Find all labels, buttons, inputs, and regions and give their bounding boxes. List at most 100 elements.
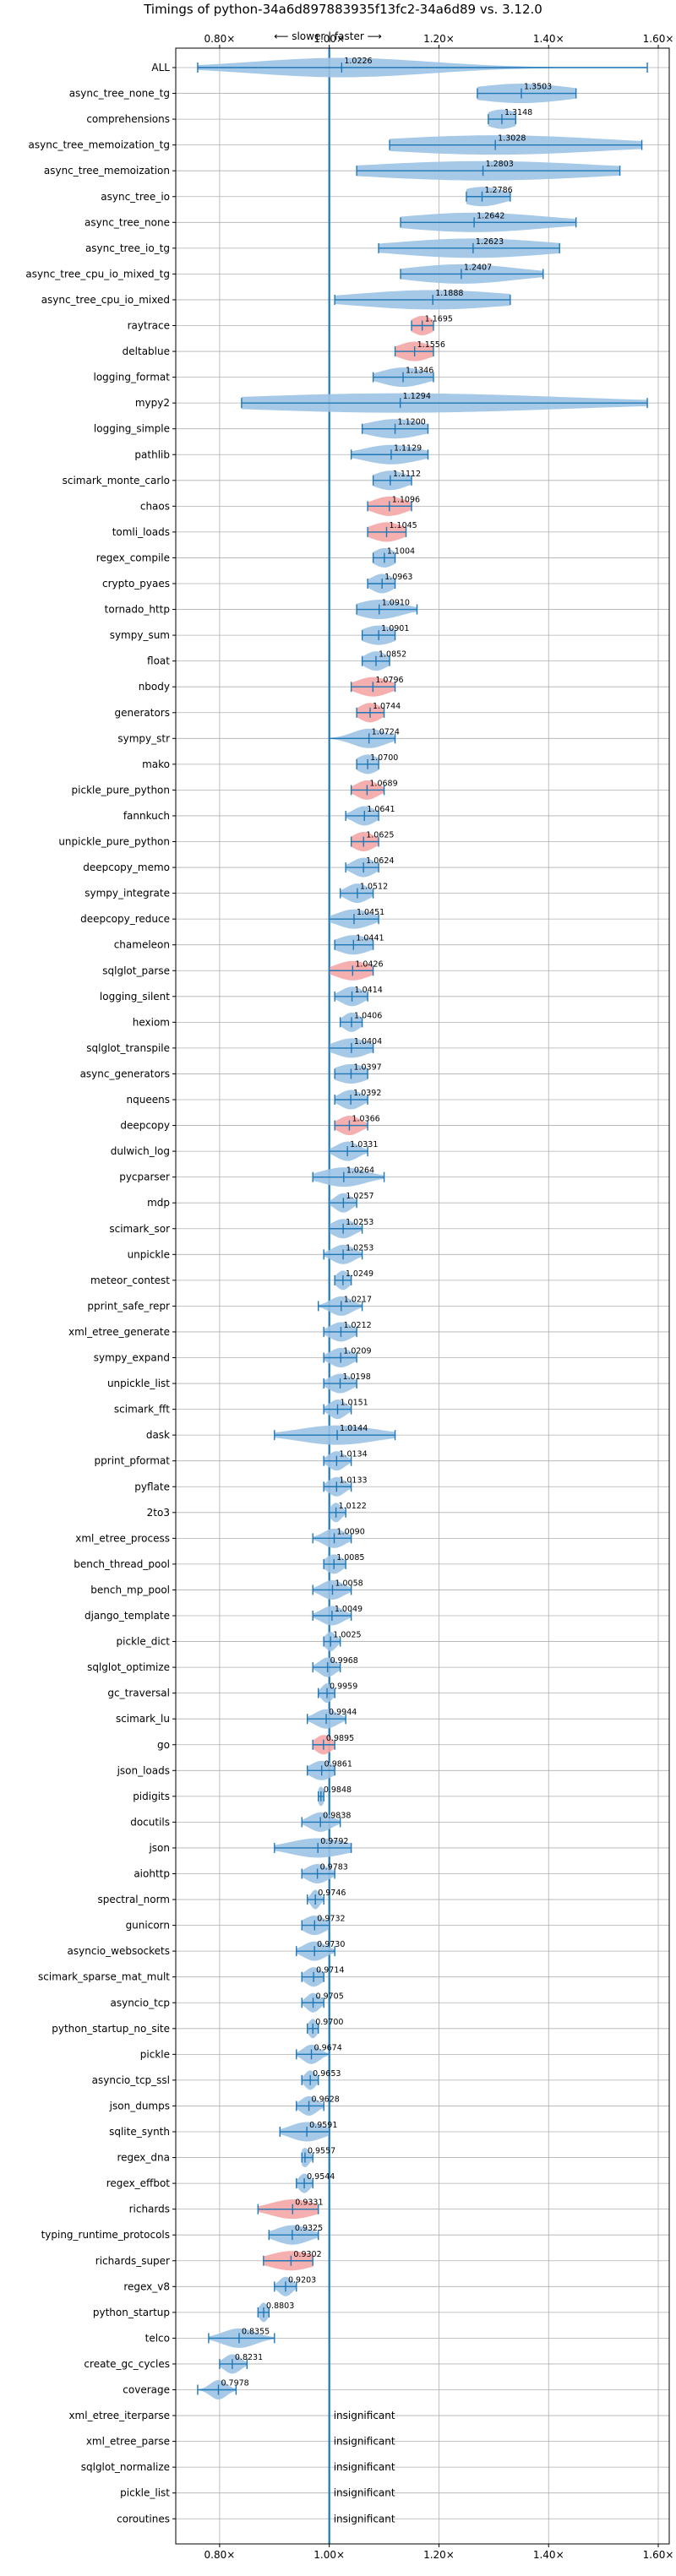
category-label-nqueens: nqueens xyxy=(127,1094,170,1106)
value-label-logging-format: 1.1346 xyxy=(406,367,433,376)
value-label-pyflate: 1.0133 xyxy=(339,1475,367,1485)
value-label-scimark-fft: 1.0151 xyxy=(340,1399,368,1408)
insignificant-label-xml-etree-parse: insignificant xyxy=(334,2436,395,2448)
x-tick-label-top: 1.00× xyxy=(313,33,345,45)
violin-scimark-monte-carlo: 1.1112 xyxy=(372,470,421,491)
x-tick-label-bottom: 1.00× xyxy=(313,2549,345,2561)
category-label-pprint-safe-repr: pprint_safe_repr xyxy=(87,1300,170,1312)
category-label-scimark-fft: scimark_fft xyxy=(114,1404,170,1416)
value-label-python-startup: 0.8803 xyxy=(266,2302,294,2311)
violin-sqlglot-optimize: 0.9968 xyxy=(312,1656,358,1677)
category-label-raytrace: raytrace xyxy=(128,320,170,332)
violin-sqlite-synth: 0.9591 xyxy=(279,2121,337,2142)
violin-xml-etree-parse: insignificant xyxy=(334,2436,395,2448)
category-label-sqlglot-parse: sqlglot_parse xyxy=(102,965,170,976)
violin-deltablue: 1.1556 xyxy=(394,340,445,361)
value-label-pidigits: 0.9848 xyxy=(324,1785,352,1795)
violin-tomli-loads: 1.1045 xyxy=(367,521,417,542)
value-label-2to3: 1.0122 xyxy=(339,1502,367,1511)
value-label-raytrace: 1.1695 xyxy=(425,315,453,324)
violin-raytrace: 1.1695 xyxy=(411,315,453,335)
category-label-pickle-dict: pickle_dict xyxy=(117,1636,171,1648)
category-label-unpickle-pure-python: unpickle_pure_python xyxy=(58,836,170,848)
value-label-async-tree-cpu-io-mixed: 1.1888 xyxy=(435,289,463,298)
category-label-sympy-integrate: sympy_integrate xyxy=(84,888,170,899)
violin-aiohttp: 0.9783 xyxy=(301,1863,348,1883)
violin-float: 1.0852 xyxy=(361,650,406,671)
violin-crypto-pyaes: 1.0963 xyxy=(367,573,412,594)
category-label-deepcopy-reduce: deepcopy_reduce xyxy=(80,913,170,925)
violin-hexiom: 1.0406 xyxy=(339,1011,382,1032)
violin-xml-etree-iterparse: insignificant xyxy=(334,2410,395,2421)
category-label-async-tree-io: async_tree_io xyxy=(101,191,170,203)
category-label-mypy2: mypy2 xyxy=(135,397,170,409)
category-label-pathlib: pathlib xyxy=(134,448,170,460)
category-label-json-dumps: json_dumps xyxy=(109,2100,170,2111)
category-label-gunicorn: gunicorn xyxy=(126,1920,170,1932)
violin-deepcopy: 1.0366 xyxy=(334,1115,380,1136)
violin-docutils: 0.9838 xyxy=(301,1811,351,1832)
category-label-scimark-monte-carlo: scimark_monte_carlo xyxy=(63,475,170,486)
category-label-crypto-pyaes: crypto_pyaes xyxy=(102,578,170,590)
value-label-regex-v8: 0.9203 xyxy=(288,2275,316,2285)
category-label-pprint-pformat: pprint_pformat xyxy=(95,1455,171,1467)
value-label-pickle-dict: 1.0025 xyxy=(333,1631,361,1640)
violin-coverage: 0.7978 xyxy=(197,2379,249,2399)
violin-pidigits: 0.9848 xyxy=(318,1785,352,1807)
value-label-python-startup-no-site: 0.9700 xyxy=(315,2018,343,2027)
violin-sqlglot-transpile: 1.0404 xyxy=(328,1037,382,1058)
value-label-async-tree-memoization-tg: 1.3028 xyxy=(498,134,526,144)
violin-pprint-safe-repr: 1.0217 xyxy=(318,1295,372,1316)
value-label-pprint-safe-repr: 1.0217 xyxy=(344,1295,372,1304)
violin-async-tree-none-tg: 1.3503 xyxy=(477,83,577,104)
category-label-tomli-loads: tomli_loads xyxy=(112,526,170,538)
violin-scimark-lu: 0.9944 xyxy=(307,1708,357,1729)
category-label-async-tree-io-tg: async_tree_io_tg xyxy=(85,242,170,254)
violin-sympy-str: 1.0724 xyxy=(328,727,400,748)
value-label-comprehensions: 1.3148 xyxy=(504,108,532,117)
category-label-generators: generators xyxy=(114,707,170,719)
insignificant-label-xml-etree-iterparse: insignificant xyxy=(334,2410,395,2421)
value-label-json-loads: 0.9861 xyxy=(324,1759,352,1769)
violin-logging-silent: 1.0414 xyxy=(334,986,383,1007)
category-label-asyncio-tcp-ssl: asyncio_tcp_ssl xyxy=(92,2074,170,2086)
violin-json-loads: 0.9861 xyxy=(307,1759,352,1780)
category-label-regex-effbot: regex_effbot xyxy=(106,2177,171,2189)
category-label-xml-etree-process: xml_etree_process xyxy=(75,1532,170,1544)
violin-dulwich-log: 1.0331 xyxy=(328,1140,378,1161)
value-label-regex-effbot: 0.9544 xyxy=(307,2172,335,2182)
value-label-gunicorn: 0.9732 xyxy=(317,1915,345,1924)
category-label-asyncio-tcp: asyncio_tcp xyxy=(110,1997,170,2008)
violin-regex-dna: 0.9557 xyxy=(301,2147,335,2168)
category-label-xml-etree-iterparse: xml_etree_iterparse xyxy=(68,2410,170,2421)
chart-title: Timings of python-34a6d897883935f13fc2-3… xyxy=(143,2,542,17)
category-label-fannkuch: fannkuch xyxy=(123,810,170,822)
violin-async-tree-none: 1.2642 xyxy=(400,211,577,232)
value-label-mdp: 1.0257 xyxy=(346,1192,373,1201)
category-label-json-loads: json_loads xyxy=(117,1764,170,1776)
value-label-tomli-loads: 1.1045 xyxy=(389,521,417,530)
violin-create-gc-cycles: 0.8231 xyxy=(219,2353,263,2374)
value-label-docutils: 0.9838 xyxy=(323,1811,351,1820)
category-label-sqlglot-optimize: sqlglot_optimize xyxy=(87,1661,170,1673)
value-label-dulwich-log: 1.0331 xyxy=(350,1140,378,1149)
value-label-go: 0.9895 xyxy=(326,1734,354,1743)
value-label-bench-thread-pool: 1.0085 xyxy=(336,1553,364,1562)
category-label-aiohttp: aiohttp xyxy=(134,1868,170,1880)
x-tick-label-top: 1.20× xyxy=(423,33,455,45)
category-label-unpickle: unpickle xyxy=(128,1248,170,1260)
violin-async-tree-memoization: 1.2803 xyxy=(356,160,621,181)
category-label-async-generators: async_generators xyxy=(80,1068,170,1079)
violin-chameleon: 1.0441 xyxy=(334,934,384,955)
violin-pyflate: 1.0133 xyxy=(323,1475,368,1497)
category-label-docutils: docutils xyxy=(130,1816,170,1828)
value-label-async-tree-cpu-io-mixed-tg: 1.2407 xyxy=(464,263,492,272)
value-label-scimark-sparse-mat-mult: 0.9714 xyxy=(316,1966,344,1975)
value-label-sqlglot-optimize: 0.9968 xyxy=(330,1656,358,1666)
value-label-async-generators: 1.0397 xyxy=(353,1062,381,1072)
value-label-async-tree-io-tg: 1.2623 xyxy=(476,237,504,247)
value-label-sympy-str: 1.0724 xyxy=(372,727,400,736)
category-label-pickle-list: pickle_list xyxy=(120,2487,170,2499)
insignificant-label-sqlglot-normalize: insignificant xyxy=(334,2461,395,2473)
category-labels: ALL async_tree_none_tg comprehensions async… xyxy=(25,62,170,2524)
